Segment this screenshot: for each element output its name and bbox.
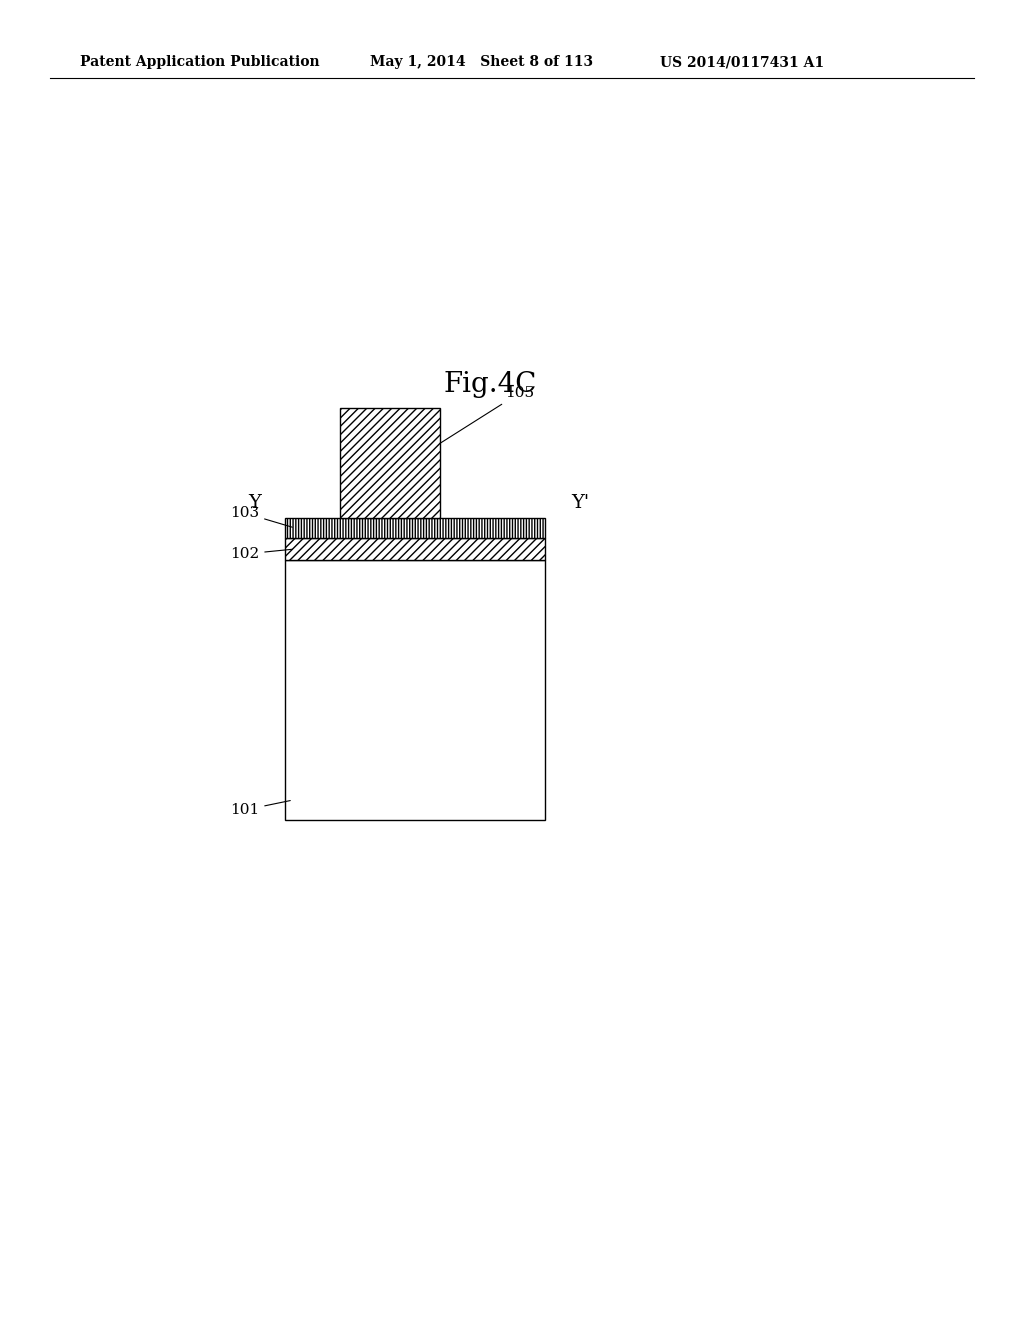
Text: Fig.4C: Fig.4C: [443, 371, 537, 399]
Text: Patent Application Publication: Patent Application Publication: [80, 55, 319, 69]
Bar: [285, 539, 545, 560]
Text: Y: Y: [249, 494, 261, 512]
Text: 103: 103: [230, 506, 292, 527]
Text: Y': Y': [571, 494, 589, 512]
Bar: [340, 408, 440, 517]
Text: 102: 102: [230, 546, 292, 561]
Text: 105: 105: [437, 385, 535, 445]
Bar: [285, 517, 545, 539]
Text: May 1, 2014   Sheet 8 of 113: May 1, 2014 Sheet 8 of 113: [370, 55, 593, 69]
Text: US 2014/0117431 A1: US 2014/0117431 A1: [660, 55, 824, 69]
Bar: [285, 560, 545, 820]
Text: 101: 101: [230, 800, 290, 817]
